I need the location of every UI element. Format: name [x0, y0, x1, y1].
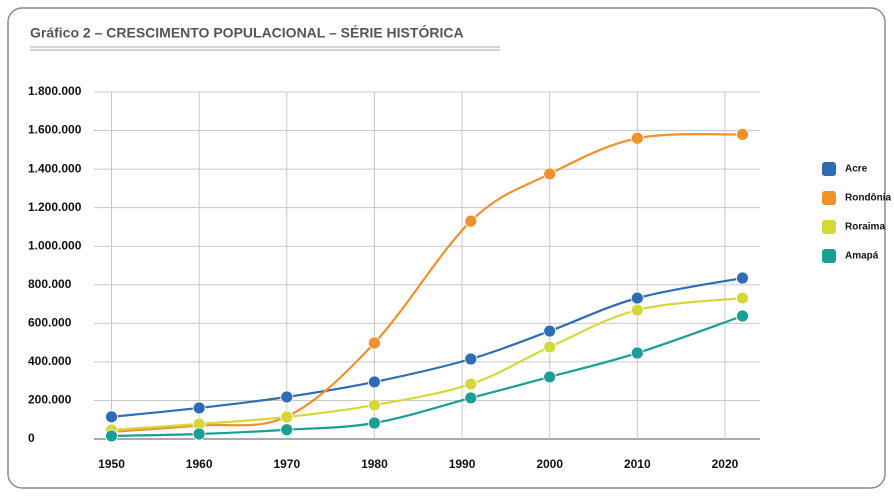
point [630, 303, 644, 317]
y-tick-label: 1.800.000 [28, 84, 82, 98]
y-tick-label: 400.000 [28, 354, 72, 368]
point [105, 410, 118, 424]
y-tick-label: 0 [28, 431, 35, 445]
legend-label: Rondônia [845, 193, 892, 204]
point [368, 336, 381, 350]
point [543, 324, 557, 338]
x-tick-label: 1970 [273, 457, 300, 471]
point [280, 410, 294, 424]
point [464, 352, 478, 366]
point [736, 271, 749, 285]
point [368, 416, 381, 430]
point [280, 390, 294, 404]
legend-swatch [822, 220, 836, 234]
point [543, 167, 557, 181]
point [368, 375, 381, 389]
point [543, 370, 557, 384]
y-tick-label: 1.600.000 [28, 123, 82, 137]
y-tick-label: 1.200.000 [28, 200, 82, 214]
y-tick-label: 600.000 [28, 316, 72, 330]
point [464, 214, 478, 228]
point [105, 429, 118, 443]
x-tick-label: 1980 [361, 457, 388, 471]
point [630, 346, 644, 360]
series-line [111, 133, 743, 433]
y-tick-label: 1.000.000 [28, 238, 82, 252]
point [368, 398, 381, 412]
y-tick-label: 200.000 [28, 393, 72, 407]
point [736, 128, 749, 141]
point [280, 423, 294, 437]
point [543, 340, 557, 354]
legend-swatch [822, 191, 836, 205]
x-tick-label: 2010 [624, 457, 651, 471]
legend-swatch [822, 249, 836, 263]
y-tick-label: 1.400.000 [28, 161, 82, 175]
point [736, 309, 749, 323]
point [630, 131, 644, 145]
point [192, 427, 206, 441]
x-tick-label: 2020 [712, 457, 739, 471]
y-tick-label: 800.000 [28, 277, 72, 291]
x-tick-label: 1950 [98, 457, 125, 471]
point [464, 391, 478, 405]
chart-title: Gráfico 2 – CRESCIMENTO POPULACIONAL – S… [30, 24, 464, 41]
point [630, 291, 644, 305]
legend-swatch [822, 162, 836, 176]
x-tick-label: 2000 [536, 457, 563, 471]
legend-label: Amapá [845, 251, 879, 262]
point [736, 291, 749, 305]
legend-label: Acre [845, 164, 868, 175]
point [192, 401, 206, 415]
x-tick-label: 1960 [186, 457, 213, 471]
legend-label: Roraima [845, 222, 885, 233]
x-tick-label: 1990 [449, 457, 476, 471]
point [464, 377, 478, 391]
